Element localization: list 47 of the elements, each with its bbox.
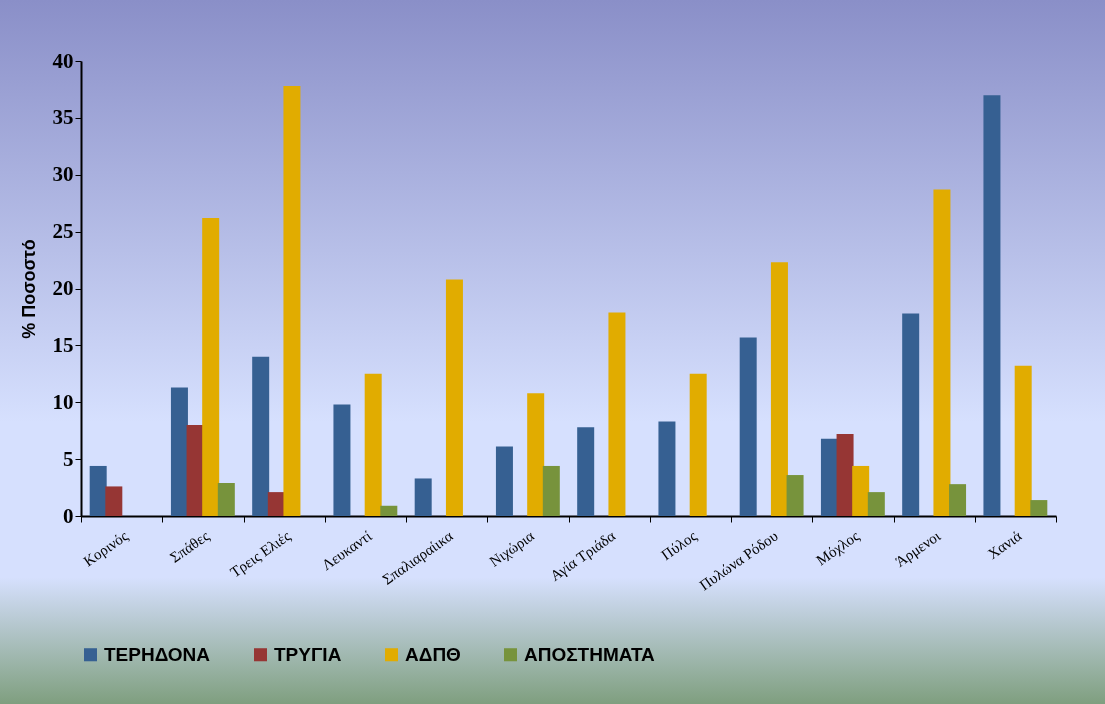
bar bbox=[380, 505, 398, 516]
y-axis-title: % Ποσοστό bbox=[18, 239, 39, 339]
bar bbox=[364, 373, 382, 516]
bar bbox=[170, 387, 188, 516]
bar bbox=[577, 427, 595, 516]
y-tick-label: 35 bbox=[52, 105, 74, 130]
legend-label: ΤΕΡΗΔΟΝΑ bbox=[104, 643, 211, 665]
bar bbox=[1014, 365, 1032, 516]
bar bbox=[933, 189, 951, 516]
bar bbox=[949, 484, 967, 516]
bar bbox=[770, 262, 788, 516]
bar bbox=[867, 492, 885, 516]
bar bbox=[105, 486, 123, 516]
bar bbox=[1030, 500, 1048, 516]
bar bbox=[202, 217, 220, 516]
bar bbox=[445, 279, 463, 516]
bar bbox=[820, 438, 838, 516]
bar bbox=[786, 475, 804, 516]
bar bbox=[217, 483, 235, 516]
y-tick-label: 40 bbox=[52, 48, 74, 73]
bar bbox=[902, 313, 920, 516]
legend-label: ΑΠΟΣΤΗΜΑΤΑ bbox=[524, 643, 656, 665]
y-tick-label: 25 bbox=[52, 219, 74, 244]
y-tick-label: 30 bbox=[52, 162, 74, 187]
bar bbox=[252, 356, 270, 516]
legend-label: ΑΔΠΘ bbox=[405, 643, 461, 665]
bar bbox=[836, 434, 854, 516]
bar bbox=[852, 465, 870, 516]
y-tick-label: 10 bbox=[52, 389, 74, 414]
bar bbox=[689, 373, 707, 516]
bar bbox=[495, 446, 513, 516]
y-tick-label: 15 bbox=[52, 332, 74, 357]
bar bbox=[983, 95, 1001, 516]
bar bbox=[333, 404, 351, 516]
bar bbox=[608, 312, 626, 516]
x-tick-label: Τρεις Ελιές bbox=[227, 527, 294, 581]
bar bbox=[658, 421, 676, 516]
y-tick-label: 20 bbox=[52, 276, 74, 300]
bar bbox=[527, 393, 545, 516]
bar bbox=[739, 337, 757, 516]
y-tick-label: 5 bbox=[63, 446, 74, 471]
bar bbox=[283, 86, 301, 516]
legend-label: ΤΡΥΓΙΑ bbox=[274, 643, 342, 665]
bar bbox=[542, 465, 560, 516]
y-tick-label: 0 bbox=[63, 503, 74, 528]
bar bbox=[414, 478, 432, 516]
bar bbox=[89, 465, 107, 516]
